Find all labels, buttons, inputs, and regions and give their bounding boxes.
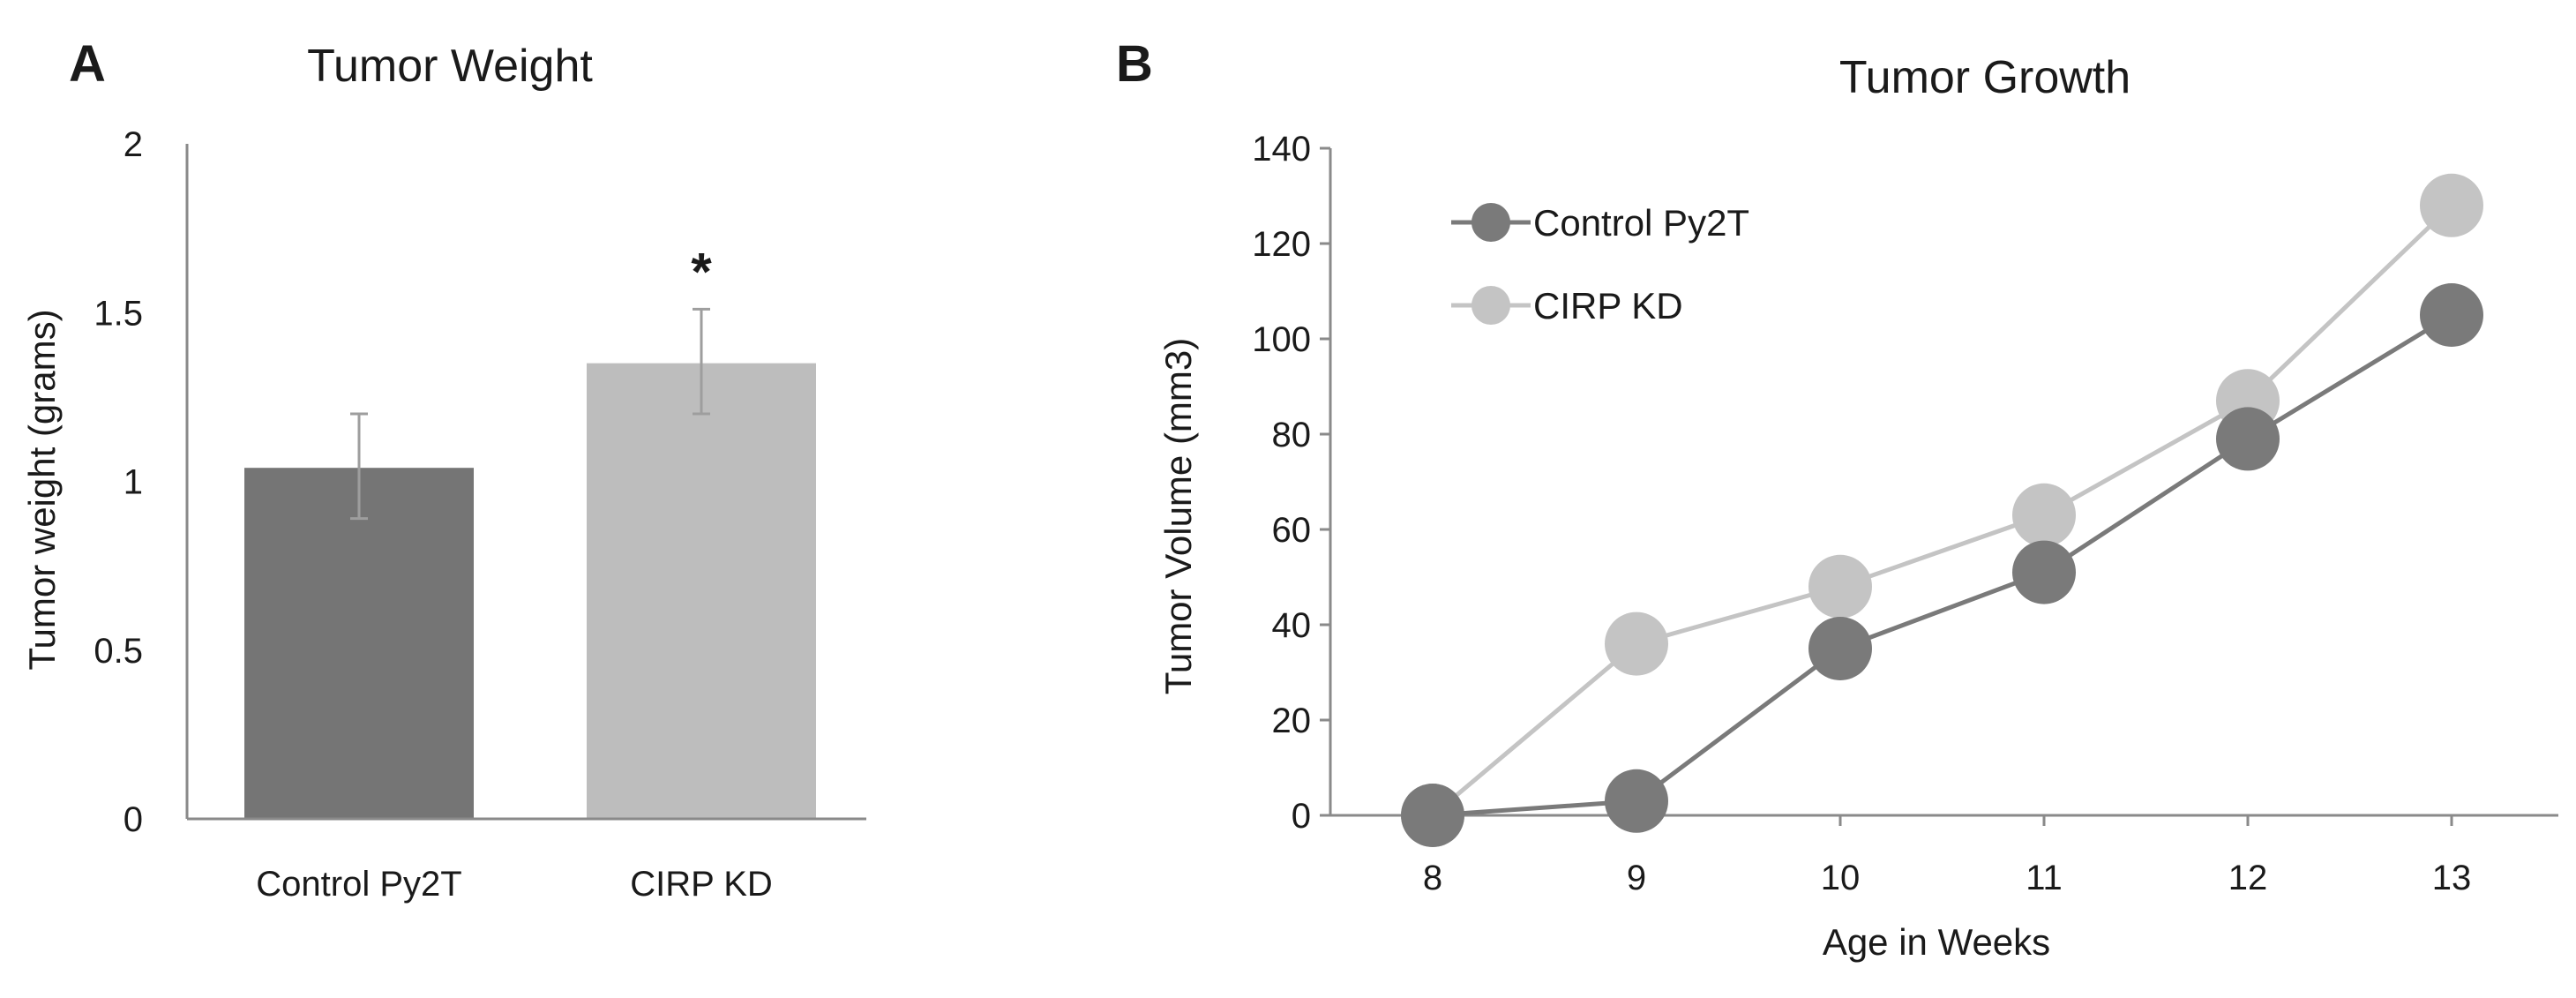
panel-a-y-tick-label: 2	[124, 125, 143, 164]
panel-a-tumor-weight-chart: A Tumor Weight Tumor weight (grams) 0 0.5…	[21, 35, 866, 904]
panel-b-x-tick-label: 8	[1423, 859, 1442, 897]
panel-b-tumor-growth-chart: B Tumor Growth Tumor Volume (mm3) Age in…	[1116, 35, 2558, 963]
panel-b-title: Tumor Growth	[1839, 52, 2130, 103]
panel-b-y-ticks: 0 20 40 60 80 100 120 140	[1252, 130, 1330, 836]
panel-a-bar	[244, 468, 474, 819]
panel-b-x-tick-label: 11	[2026, 859, 2063, 897]
panel-b-x-ticks: 8 9 10 11 12 13	[1423, 815, 2471, 897]
panel-b-x-tick-label: 12	[2228, 859, 2268, 897]
panel-b-x-tick-label: 9	[1627, 859, 1646, 897]
panel-b-x-axis-label: Age in Weeks	[1823, 921, 2050, 963]
panel-b-data-point	[1808, 554, 1872, 619]
panel-b-legend-label: Control Py2T	[1533, 202, 1749, 244]
panel-b-letter: B	[1116, 35, 1153, 93]
panel-b-y-tick-label: 40	[1272, 606, 1312, 645]
panel-a-significance-star: *	[691, 242, 712, 301]
panel-a-y-axis-label: Tumor weight (grams)	[21, 309, 63, 670]
panel-b-legend-marker	[1471, 203, 1510, 242]
panel-b-y-tick-label: 100	[1252, 320, 1311, 359]
panel-b-data-point	[2012, 540, 2076, 604]
panel-a-y-tick-label: 1.5	[94, 294, 143, 333]
panel-b-data-point	[1401, 784, 1464, 847]
panel-a-x-tick-label: Control Py2T	[256, 865, 461, 904]
panel-b-legend: Control Py2T CIRP KD	[1451, 202, 1749, 326]
panel-b-data-point	[1808, 617, 1872, 680]
panel-a-y-ticks: 0 0.5 1 1.5 2	[94, 125, 189, 839]
panel-a-x-ticks: Control Py2T CIRP KD	[256, 865, 772, 904]
panel-b-legend-label: CIRP KD	[1533, 285, 1683, 326]
panel-a-y-tick-label: 0.5	[94, 632, 143, 671]
panel-b-data-point	[1605, 769, 1668, 833]
panel-a-bar	[587, 363, 816, 819]
panel-b-series-line	[1431, 203, 2453, 817]
panel-a-letter: A	[69, 35, 106, 93]
panel-a-y-tick-label: 1	[124, 463, 143, 502]
panel-a-title: Tumor Weight	[307, 41, 593, 92]
panel-b-series-control-py2t	[1401, 283, 2483, 847]
panel-b-legend-marker	[1471, 286, 1510, 325]
panel-b-x-tick-label: 13	[2432, 859, 2472, 897]
panel-a-y-tick-label: 0	[124, 800, 143, 839]
panel-b-y-tick-label: 0	[1292, 797, 1311, 836]
panel-b-data-point	[2420, 283, 2483, 347]
panel-b-y-tick-label: 120	[1252, 225, 1311, 264]
panel-a-bars	[244, 363, 816, 819]
panel-b-x-tick-label: 10	[1821, 859, 1861, 897]
panel-b-y-axis-label: Tumor Volume (mm3)	[1157, 338, 1199, 695]
panel-b-series	[1401, 173, 2483, 847]
panel-b-series-line	[1432, 312, 2453, 818]
panel-b-y-tick-label: 80	[1272, 416, 1312, 454]
panel-b-data-point	[2420, 173, 2483, 237]
panel-a-x-tick-label: CIRP KD	[630, 865, 773, 904]
panel-b-y-tick-label: 140	[1252, 130, 1311, 169]
panel-a-error-bars	[350, 307, 710, 521]
panel-b-y-tick-label: 20	[1272, 702, 1312, 740]
panel-b-data-point	[2012, 483, 2076, 547]
panel-b-data-point	[2216, 407, 2280, 471]
panel-a-significance-marks: *	[691, 242, 712, 301]
panel-b-data-point	[1605, 612, 1668, 676]
panel-b-series-cirp-kd	[1401, 173, 2483, 847]
panel-b-y-tick-label: 60	[1272, 511, 1312, 550]
